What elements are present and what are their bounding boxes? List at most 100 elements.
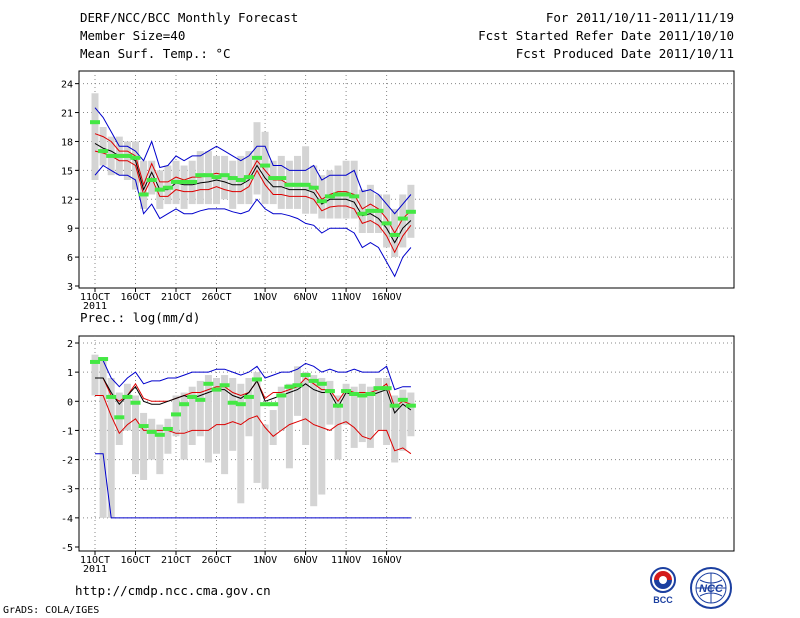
ensemble-range-box — [358, 189, 366, 233]
x-tick-label: 16NOV — [372, 292, 402, 303]
median-marker — [122, 153, 133, 158]
median-marker — [106, 394, 117, 399]
series-line-max — [95, 360, 411, 391]
series-line-min — [94, 164, 412, 278]
median-marker — [138, 192, 149, 197]
y-tick-label: -2 — [61, 456, 73, 467]
forecast-started-date: Fcst Started Refer Date 2011/10/10 — [478, 28, 734, 43]
ensemble-range-box — [91, 93, 99, 180]
median-marker — [227, 176, 238, 181]
ensemble-range-box — [164, 418, 172, 454]
x-tick-year: 2011 — [83, 564, 107, 575]
ensemble-range-box — [204, 151, 212, 205]
median-marker — [333, 403, 343, 408]
ensemble-range-box — [269, 410, 277, 445]
x-tick-label: 1NOV — [253, 292, 277, 303]
ensemble-range-box — [261, 131, 269, 205]
forecast-period: For 2011/10/11-2011/11/19 — [545, 10, 734, 25]
median-marker — [349, 392, 360, 396]
y-tick-label: 12 — [61, 195, 73, 206]
ensemble-range-box — [253, 372, 261, 483]
median-marker — [106, 153, 117, 158]
median-marker — [179, 402, 190, 407]
median-marker — [171, 412, 181, 417]
ensemble-range-box — [221, 155, 229, 200]
median-marker — [162, 426, 173, 431]
x-tick-label: 16OCT — [120, 555, 150, 566]
median-marker — [316, 381, 327, 386]
ensemble-range-box — [99, 360, 107, 518]
x-tick-label: 16NOV — [372, 555, 402, 566]
median-marker — [333, 192, 343, 197]
median-marker — [219, 173, 230, 178]
median-marker — [203, 381, 214, 386]
y-tick-label: 1 — [67, 368, 73, 379]
bcc-logo: BCC — [650, 567, 676, 605]
median-marker — [308, 185, 319, 190]
ensemble-range-box — [391, 395, 399, 463]
ensemble-range-box — [375, 377, 382, 431]
median-marker — [252, 155, 262, 160]
x-tick-label: 26OCT — [201, 555, 231, 566]
median-marker — [171, 179, 181, 184]
median-marker — [146, 429, 157, 434]
median-marker — [405, 209, 416, 214]
y-tick-label: 21 — [61, 109, 73, 120]
median-marker — [341, 192, 352, 197]
median-marker — [260, 163, 271, 168]
ensemble-range-box — [366, 386, 374, 448]
x-tick-label: 11NOV — [331, 292, 361, 303]
median-marker — [235, 402, 246, 407]
ensemble-range-box — [350, 386, 358, 448]
median-marker — [324, 194, 335, 199]
bcc-logo-text: BCC — [653, 595, 673, 605]
median-marker — [397, 216, 408, 221]
median-marker — [243, 175, 254, 180]
y-tick-label: -4 — [61, 514, 73, 525]
median-marker — [308, 378, 319, 383]
median-marker — [98, 357, 109, 362]
median-marker — [130, 155, 141, 160]
ensemble-range-box — [91, 354, 99, 396]
median-marker — [195, 397, 206, 402]
source-url[interactable]: http://cmdp.ncc.cma.gov.cn — [75, 583, 271, 598]
ensemble-range-box — [294, 366, 301, 416]
median-marker — [114, 415, 125, 420]
median-marker — [324, 389, 335, 394]
panel-frame — [78, 70, 735, 289]
median-marker — [381, 386, 392, 391]
y-tick-label: -3 — [61, 485, 73, 496]
median-marker — [146, 178, 157, 182]
median-marker — [122, 394, 133, 399]
x-tick-label: 11OCT — [80, 292, 110, 303]
median-marker — [90, 359, 100, 364]
ensemble-range-box — [245, 377, 253, 437]
median-marker — [300, 373, 311, 378]
median-marker — [276, 393, 287, 398]
x-tick-label: 16OCT — [120, 292, 150, 303]
median-marker — [341, 389, 352, 394]
median-marker — [130, 400, 141, 405]
median-marker — [284, 384, 295, 389]
median-marker — [284, 182, 295, 187]
median-marker — [98, 149, 109, 154]
ensemble-range-box — [204, 375, 212, 463]
median-marker — [365, 392, 376, 396]
member-size: Member Size=40 — [80, 28, 186, 43]
y-tick-label: 0 — [67, 397, 73, 408]
y-tick-label: 6 — [67, 253, 73, 264]
median-marker — [219, 383, 230, 388]
x-tick-label: 6NOV — [294, 292, 318, 303]
ensemble-range-box — [269, 160, 277, 205]
median-marker — [365, 208, 376, 213]
y-tick-label: -1 — [61, 426, 73, 437]
y-tick-label: 2 — [67, 339, 73, 350]
ensemble-range-box — [302, 372, 310, 445]
median-marker — [357, 211, 368, 216]
median-marker — [405, 403, 416, 408]
ensemble-range-box — [237, 383, 245, 504]
median-marker — [187, 179, 198, 184]
median-marker — [203, 173, 214, 178]
median-marker — [187, 394, 198, 399]
